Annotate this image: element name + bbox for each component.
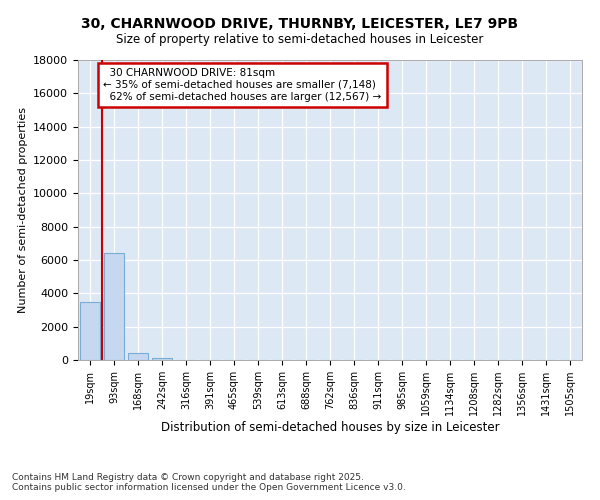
Bar xyxy=(152,358,172,360)
Text: 30, CHARNWOOD DRIVE, THURNBY, LEICESTER, LE7 9PB: 30, CHARNWOOD DRIVE, THURNBY, LEICESTER,… xyxy=(82,18,518,32)
Text: Contains HM Land Registry data © Crown copyright and database right 2025.
Contai: Contains HM Land Registry data © Crown c… xyxy=(12,473,406,492)
Bar xyxy=(128,354,148,360)
Text: 30 CHARNWOOD DRIVE: 81sqm
← 35% of semi-detached houses are smaller (7,148)
  62: 30 CHARNWOOD DRIVE: 81sqm ← 35% of semi-… xyxy=(103,68,382,102)
Y-axis label: Number of semi-detached properties: Number of semi-detached properties xyxy=(17,107,28,313)
Text: Size of property relative to semi-detached houses in Leicester: Size of property relative to semi-detach… xyxy=(116,32,484,46)
Bar xyxy=(104,254,124,360)
X-axis label: Distribution of semi-detached houses by size in Leicester: Distribution of semi-detached houses by … xyxy=(161,421,499,434)
Bar xyxy=(80,302,100,360)
